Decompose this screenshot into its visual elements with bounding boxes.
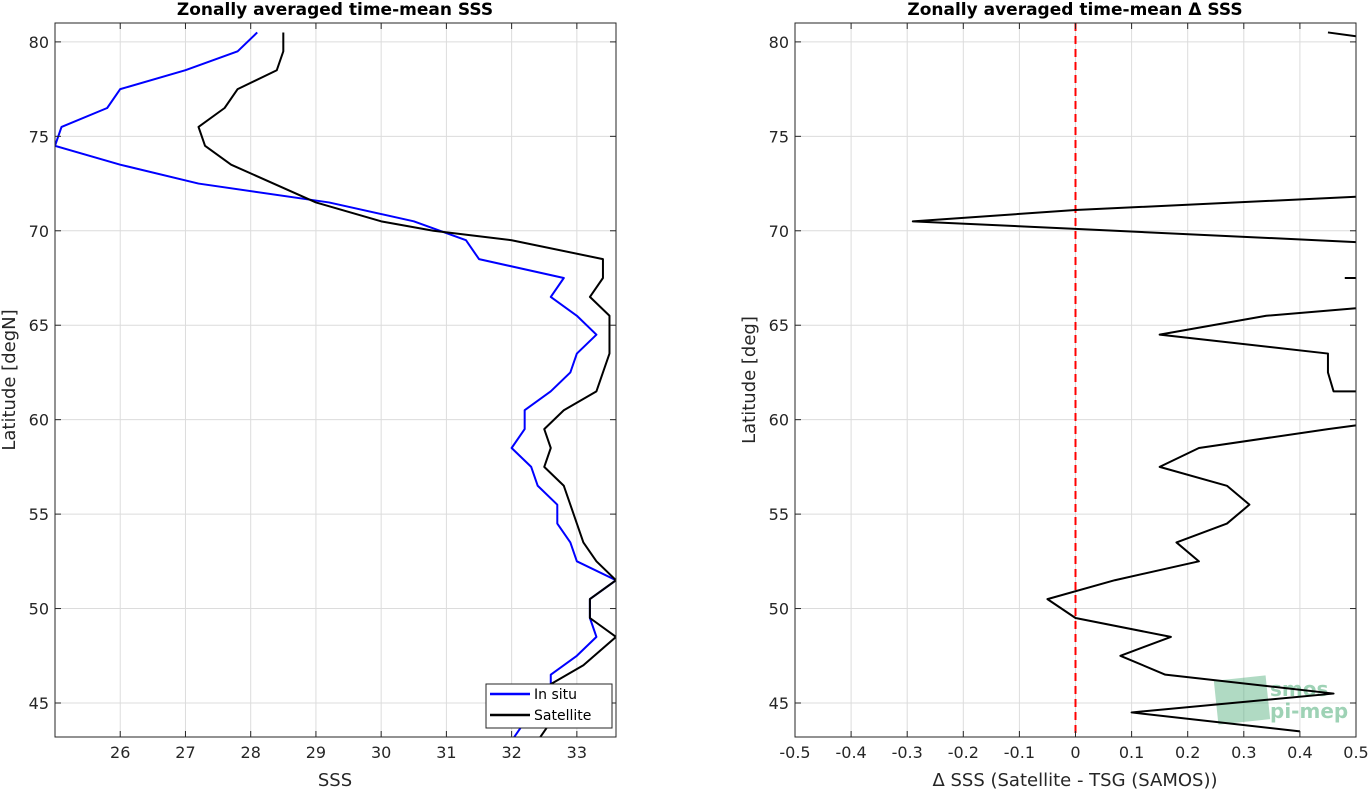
- left-panel: 26 27 28 29 30 31 32 33 45 50 55 60 65 70 75 80 Zonally…: [0, 0, 617, 790]
- legend-satellite-label: Satellite: [534, 708, 591, 724]
- x-tick-label: 32: [501, 743, 521, 762]
- left-grid: [55, 23, 616, 737]
- y-tick-label: 75: [29, 127, 49, 146]
- y-tick-label: 70: [769, 222, 789, 241]
- y-tick-label: 50: [769, 600, 789, 619]
- y-tick-label: 65: [29, 316, 49, 335]
- x-tick-label: 0.1: [1119, 743, 1144, 762]
- right-y-axis-label: Latitude [deg]: [739, 316, 760, 444]
- x-tick-label: 0.5: [1343, 743, 1368, 762]
- left-y-axis-label: Latitude [degN]: [0, 309, 20, 450]
- left-data-layer: [55, 31, 616, 737]
- left-chart-title: Zonally averaged time-mean SSS: [177, 0, 493, 20]
- y-tick-label: 60: [29, 411, 49, 430]
- legend: In situ Satellite: [485, 683, 613, 729]
- y-tick-label: 60: [769, 411, 789, 430]
- series-line-delta-sss: [911, 195, 1356, 244]
- y-tick-label: 45: [29, 694, 49, 713]
- y-tick-label: 55: [769, 505, 789, 524]
- x-tick-label: -0.5: [779, 743, 810, 762]
- watermark-globe-icon: [1213, 675, 1271, 725]
- y-tick-label: 55: [29, 505, 49, 524]
- y-tick-label: 45: [769, 694, 789, 713]
- x-tick-label: 0.3: [1231, 743, 1256, 762]
- x-tick-label: -0.3: [892, 743, 923, 762]
- y-tick-label: 75: [769, 127, 789, 146]
- right-x-axis-label: Δ SSS (Satellite - TSG (SAMOS)): [932, 770, 1217, 790]
- legend-box: [485, 683, 613, 729]
- left-axes-box: [54, 22, 617, 738]
- series-line-in-situ: [55, 31, 616, 737]
- x-tick-label: 29: [306, 743, 326, 762]
- watermark-line2: pi-mep: [1270, 699, 1348, 723]
- y-tick-label: 70: [29, 222, 49, 241]
- x-tick-label: 27: [175, 743, 195, 762]
- left-x-axis-label: SSS: [318, 770, 352, 790]
- series-line-delta-sss: [1046, 424, 1356, 733]
- x-tick-label: -0.4: [835, 743, 866, 762]
- left-ticks: 26 27 28 29 30 31 32 33 45 50 55 60 65 70 75 80: [29, 23, 616, 762]
- right-ticks: -0.5 -0.4 -0.3 -0.2 -0.1 0 0.1 0.2 0.3 0.4 0.5 45 50…: [769, 23, 1369, 762]
- y-tick-label: 80: [29, 33, 49, 52]
- x-tick-label: 0.2: [1175, 743, 1200, 762]
- series-line-delta-sss: [1327, 31, 1356, 38]
- right-data-layer: [911, 23, 1356, 737]
- series-line-delta-sss: [1158, 307, 1356, 393]
- x-tick-label: 0.4: [1287, 743, 1312, 762]
- x-tick-label: 31: [436, 743, 456, 762]
- series-line-satellite: [197, 32, 616, 737]
- x-tick-label: -0.2: [948, 743, 979, 762]
- legend-in-situ-label: In situ: [534, 687, 577, 703]
- x-tick-label: 28: [241, 743, 261, 762]
- y-tick-label: 50: [29, 600, 49, 619]
- x-tick-label: 0: [1070, 743, 1080, 762]
- x-tick-label: 26: [110, 743, 130, 762]
- x-tick-label: 30: [371, 743, 391, 762]
- left-plot-area: [55, 23, 616, 737]
- right-panel: smos pi-mep -0.5 -0.4 -0.3 -0.2 -0.1 0 0.1 0.2 0…: [739, 0, 1369, 790]
- right-chart-title: Zonally averaged time-mean Δ SSS: [907, 0, 1242, 20]
- x-tick-label: 33: [567, 743, 587, 762]
- y-tick-label: 80: [769, 33, 789, 52]
- y-tick-label: 65: [769, 316, 789, 335]
- x-tick-label: -0.1: [1004, 743, 1035, 762]
